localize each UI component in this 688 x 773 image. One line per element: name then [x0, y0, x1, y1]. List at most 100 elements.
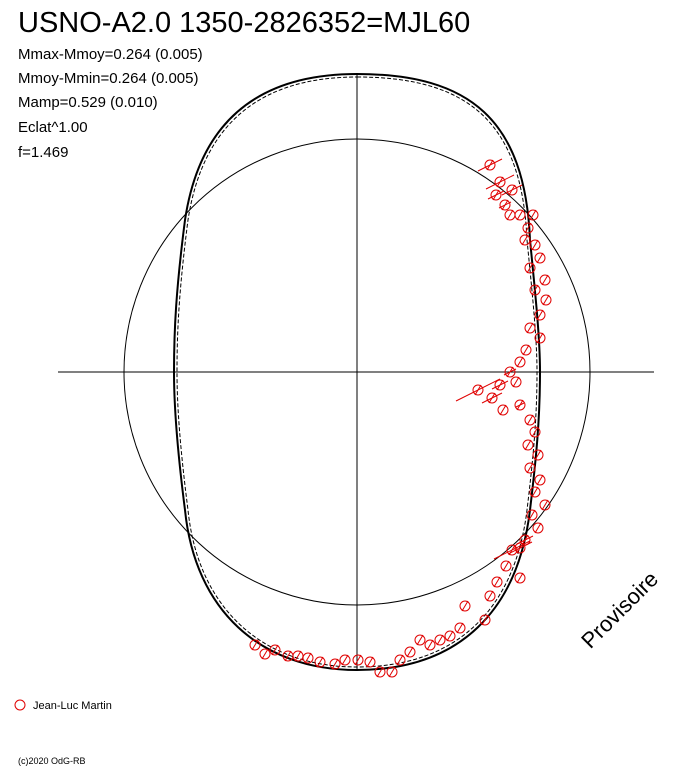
error-bar: [524, 439, 532, 451]
legend-marker: [14, 699, 26, 711]
stat: Mmoy-Mmin=0.264 (0.005): [18, 70, 198, 87]
error-bar: [388, 666, 396, 678]
observation: [539, 499, 551, 511]
observation: [500, 560, 512, 572]
observation: [374, 666, 386, 678]
fit-curve: [172, 72, 542, 672]
observation: [539, 274, 551, 286]
observation: [499, 199, 511, 211]
error-bar: [529, 209, 537, 221]
error-bar: [271, 644, 279, 656]
observation: [259, 648, 271, 660]
error-bar: [341, 654, 349, 666]
error-bar: [531, 284, 539, 296]
error-bar: [541, 499, 549, 511]
error-bar: [481, 614, 489, 626]
error-bar: [526, 414, 534, 426]
error-bar: [531, 486, 539, 498]
observation: [522, 439, 534, 451]
error-bar: [534, 522, 542, 534]
error-bar: [508, 184, 516, 196]
observation: [484, 590, 496, 602]
error-bar: [436, 634, 444, 646]
error-bar: [488, 392, 496, 404]
error-bar: [516, 572, 524, 584]
observation: [529, 426, 541, 438]
error-bar: [524, 222, 532, 234]
error-bar: [486, 159, 494, 171]
error-bar: [531, 426, 539, 438]
observation: [514, 542, 526, 554]
error-bar: [492, 189, 500, 201]
axes: [58, 72, 654, 672]
error-bar: [526, 262, 534, 274]
observation: [514, 399, 526, 411]
error-bar: [521, 234, 529, 246]
observation: [484, 159, 496, 171]
error-bar: [294, 650, 302, 662]
watermark: Provisoire: [576, 566, 663, 653]
observation: [532, 522, 544, 534]
observation: [479, 614, 491, 626]
error-bar: [456, 622, 464, 634]
error-bar: [304, 652, 312, 664]
observation: [534, 252, 546, 264]
observation: [314, 656, 326, 668]
observation: [522, 222, 534, 234]
observation: [532, 449, 544, 461]
error-bar: [516, 542, 524, 554]
observation: [491, 576, 503, 588]
error-bar: [536, 332, 544, 344]
error-bar: [536, 474, 544, 486]
observation: [494, 379, 506, 391]
error-bar: [501, 199, 509, 211]
observation: [504, 366, 516, 378]
error-bar: [396, 654, 404, 666]
observation: [424, 639, 436, 651]
observation: [524, 262, 536, 274]
legend-label: Jean-Luc Martin: [33, 700, 112, 712]
error-bar: [516, 356, 524, 368]
stat: f=1.469: [18, 144, 68, 161]
fit-curve-alt: [176, 76, 538, 668]
error-bar: [366, 656, 374, 668]
error-bar: [534, 449, 542, 461]
observation: [459, 600, 471, 612]
observation: [534, 474, 546, 486]
error-bar: [542, 294, 550, 306]
error-bar: [461, 600, 469, 612]
observation: [524, 322, 536, 334]
error-bar: [284, 650, 292, 662]
observation: [527, 209, 539, 221]
observation: [520, 344, 532, 356]
error-bar: [496, 176, 504, 188]
error-bar: [416, 634, 424, 646]
observation: [414, 634, 426, 646]
observation: [434, 634, 446, 646]
error-bar: [493, 576, 501, 588]
observation: [497, 404, 509, 416]
observation: [504, 209, 516, 221]
observation: [404, 646, 416, 658]
observation: [339, 654, 351, 666]
error-bar: [536, 252, 544, 264]
observation: [494, 176, 506, 188]
error-bar: [506, 209, 514, 221]
stat: Mamp=0.529 (0.010): [18, 94, 158, 111]
observation: [352, 654, 364, 666]
error-bar: [354, 654, 362, 666]
observation: [486, 392, 498, 404]
error-bar: [516, 209, 524, 221]
error-bar: [406, 646, 414, 658]
error-bar: [446, 630, 454, 642]
observation: [282, 650, 294, 662]
observation: [506, 184, 518, 196]
observation: [524, 414, 536, 426]
error-bar: [516, 399, 524, 411]
observation: [510, 376, 522, 388]
error-bar: [261, 648, 269, 660]
stat: Mmax-Mmoy=0.264 (0.005): [18, 46, 203, 63]
footer: (c)2020 OdG-RB: [18, 756, 86, 766]
observation: [472, 384, 484, 396]
